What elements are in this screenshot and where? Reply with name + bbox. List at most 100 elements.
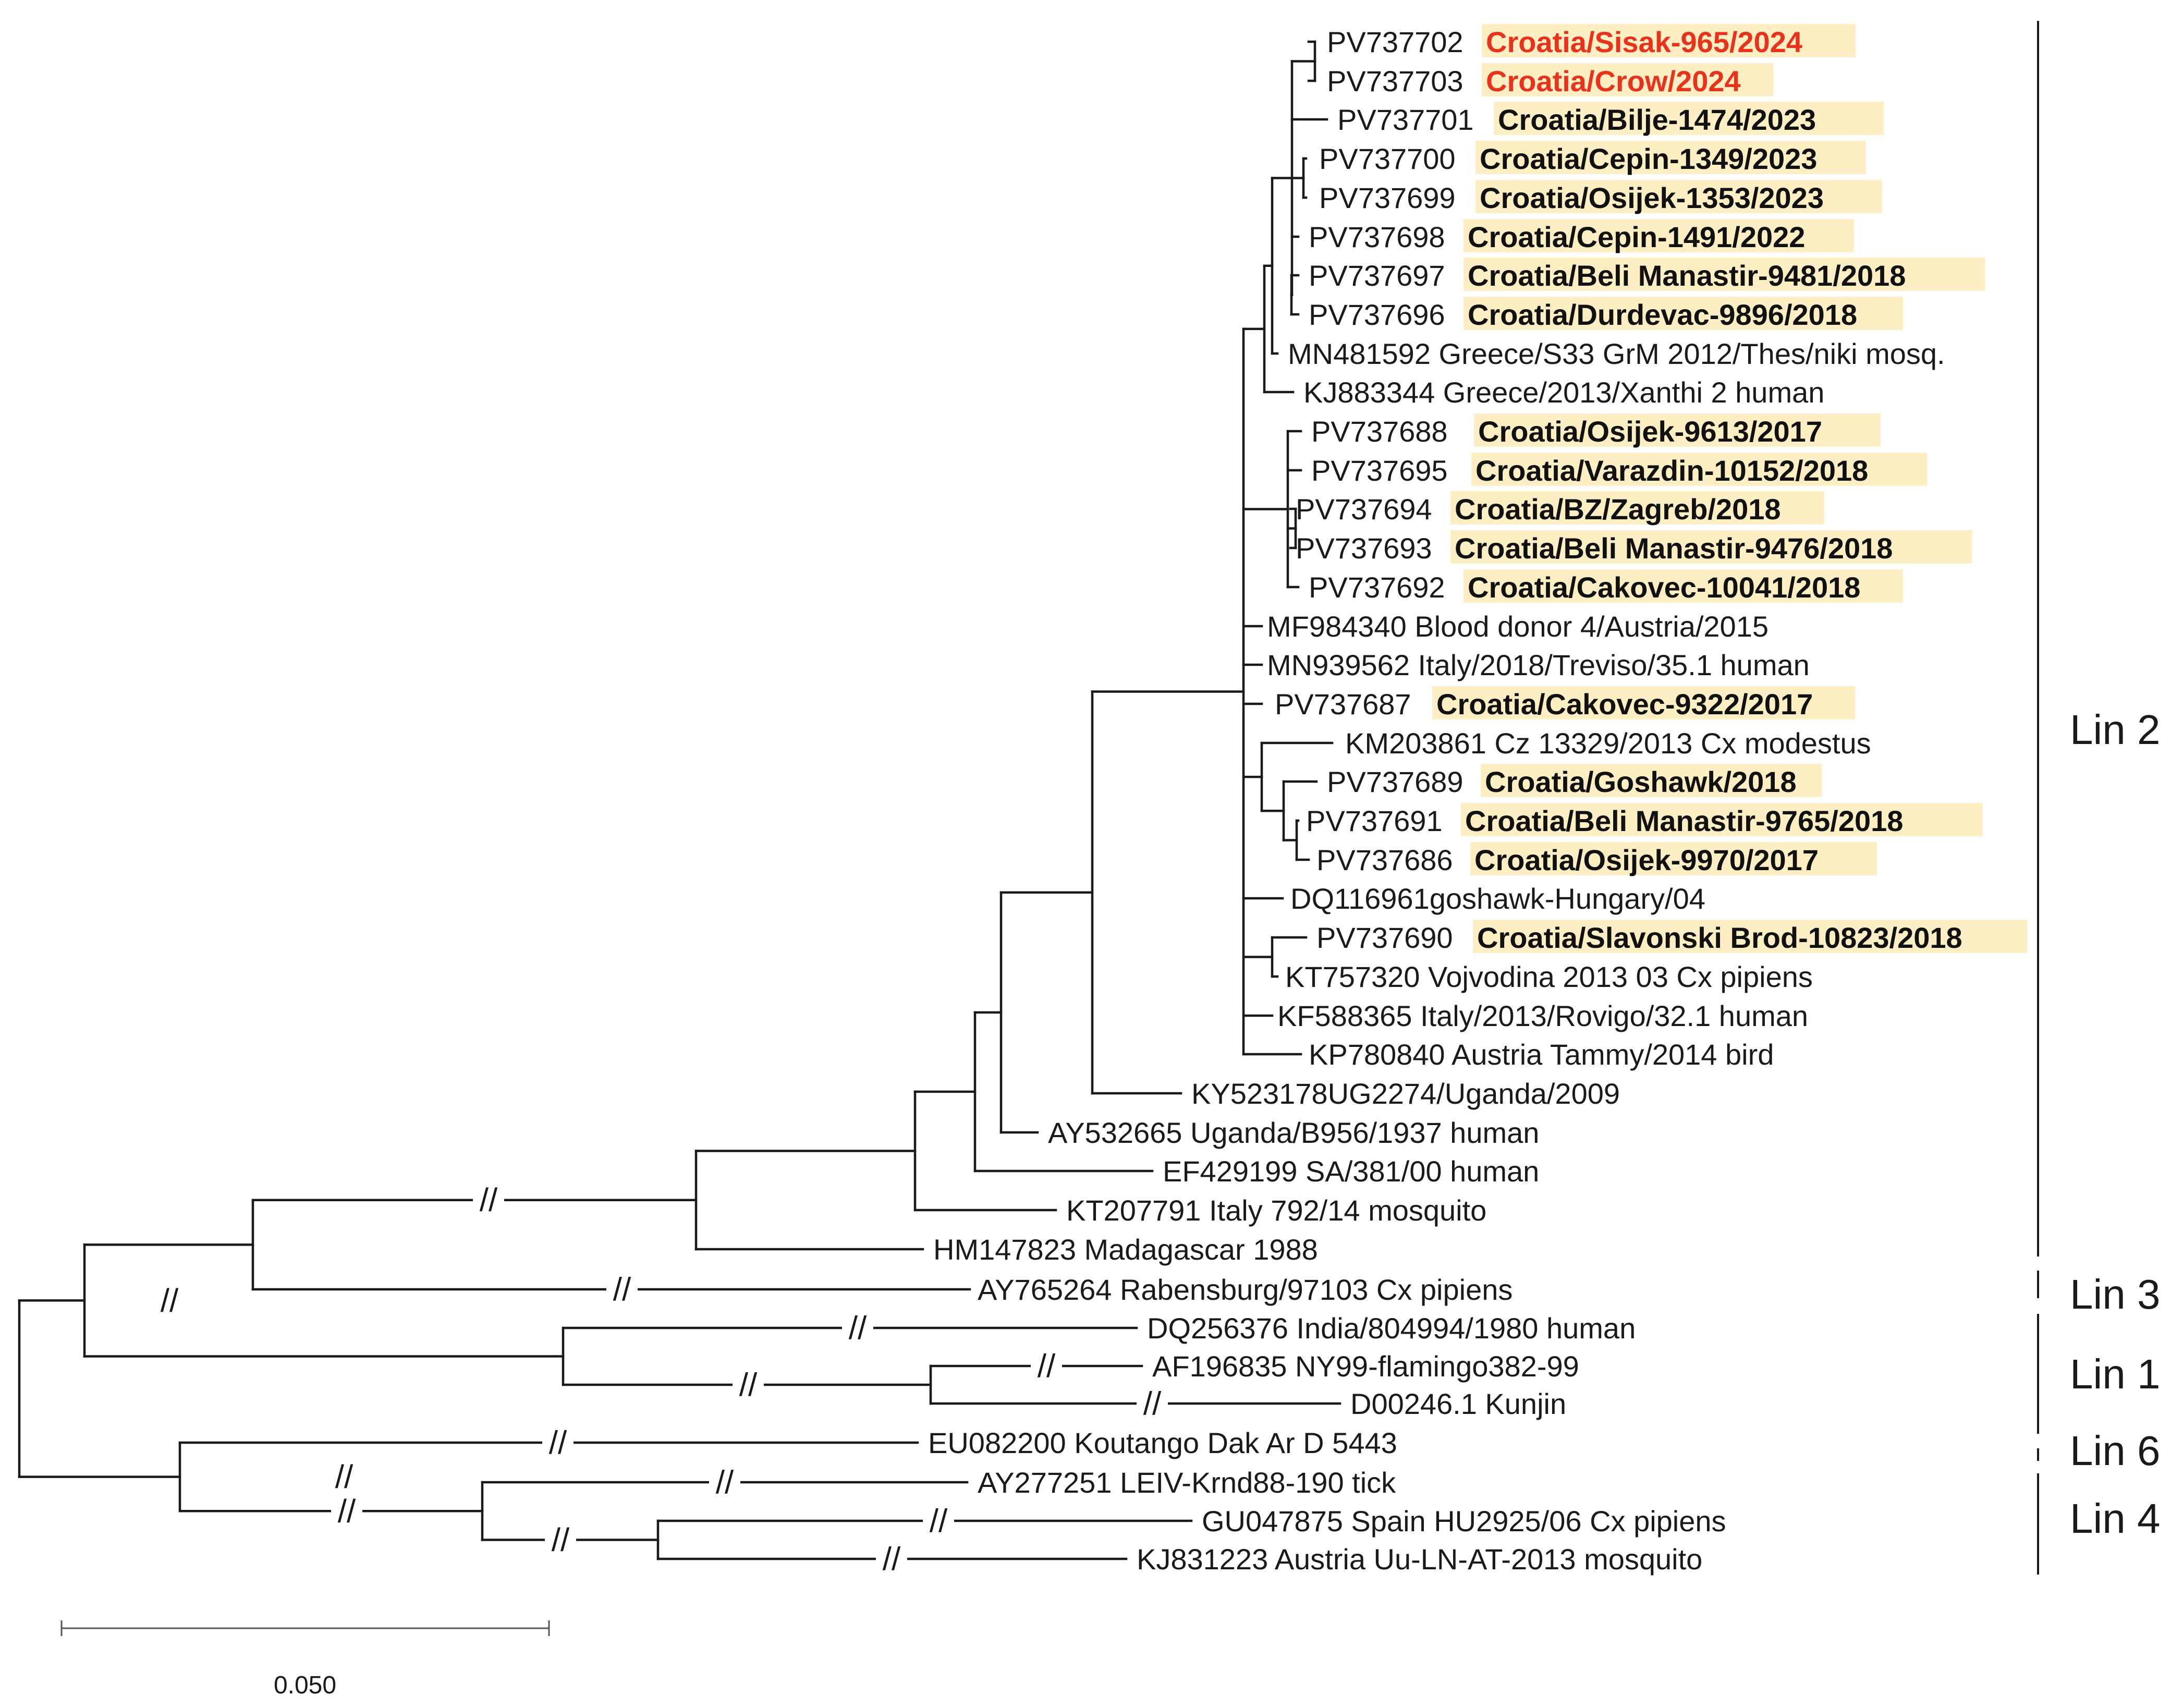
taxon-strain-name: Croatia/Cakovec-9322/2017 — [1436, 688, 1813, 721]
taxon-label: KT757320 Vojvodina 2013 03 Cx pipiens — [1285, 960, 1813, 993]
taxon-name: KT207791 Italy 792/14 mosquito — [1066, 1194, 1486, 1227]
taxon-name: MN481592 Greece/S33 GrM 2012/Thes/niki m… — [1288, 337, 1945, 370]
lineage-label: Lin 6 — [2070, 1428, 2160, 1474]
taxon-label: DQ116961goshawk-Hungary/04 — [1290, 882, 1705, 915]
taxon-strain-name: Croatia/Beli Manastir-9765/2018 — [1465, 804, 1903, 837]
highlight-box — [1475, 141, 1866, 174]
taxon-accession: PV737688 — [1311, 415, 1448, 448]
taxon-label: AY532665 Uganda/B956/1937 human — [1048, 1116, 1539, 1149]
highlight-box — [1471, 453, 1928, 486]
highlight-box — [1464, 219, 1854, 252]
taxon-label: KJ883344 Greece/2013/Xanthi 2 human — [1303, 376, 1824, 409]
break-gap — [154, 1285, 185, 1316]
taxon-strain-name: Croatia/BZ/Zagreb/2018 — [1455, 493, 1781, 526]
scale-bar: 0.050 — [60, 1620, 550, 1699]
break-gap — [842, 1312, 873, 1344]
taxon-name: D00246.1 Kunjin — [1350, 1387, 1566, 1420]
taxon-name: AY765264 Rabensburg/97103 Cx pipiens — [978, 1273, 1513, 1306]
taxon-accession: PV737692 — [1309, 571, 1445, 604]
taxon-name: DQ256376 India/804994/1980 human — [1147, 1312, 1636, 1345]
taxon-name: KM203861 Cz 13329/2013 Cx modestus — [1345, 727, 1871, 760]
branch-break-mark: // — [1143, 1386, 1162, 1422]
taxon-accession: PV737698 — [1309, 221, 1445, 253]
taxon-accession: PV737702 — [1327, 26, 1464, 58]
highlight-box — [1494, 102, 1884, 135]
break-gap — [542, 1427, 574, 1458]
taxon-accession: PV737691 — [1306, 804, 1443, 837]
taxon-label: PV737696 Croatia/Durdevac-9896/2018 — [1309, 297, 1903, 331]
branch-break-mark: // — [739, 1367, 758, 1403]
taxon-label: KJ831223 Austria Uu-LN-AT-2013 mosquito — [1137, 1543, 1702, 1576]
scale-bar-label: 0.050 — [274, 1672, 336, 1699]
branch-break-mark: // — [716, 1465, 734, 1500]
break-gap — [328, 1461, 360, 1493]
taxon-name: GU047875 Spain HU2925/06 Cx pipiens — [1202, 1505, 1726, 1538]
taxon-strain-name: Croatia/Goshawk/2018 — [1485, 765, 1797, 798]
taxon-label: PV737688 Croatia/Osijek-9613/2017 — [1311, 413, 1881, 448]
taxon-label: PV737691 Croatia/Beli Manastir-9765/2018 — [1306, 803, 1983, 837]
branch-break-mark: // — [552, 1522, 570, 1558]
highlight-box — [1464, 569, 1903, 603]
taxon-label: AY277251 LEIV-Krnd88-190 tick — [978, 1466, 1396, 1499]
taxon-label: PV737693 Croatia/Beli Manastir-9476/2018 — [1296, 530, 1972, 565]
taxon-name: KT757320 Vojvodina 2013 03 Cx pipiens — [1285, 960, 1813, 993]
taxon-strain-name: Croatia/Cepin-1491/2022 — [1468, 221, 1805, 253]
taxon-strain-name: Croatia/Osijek-1353/2023 — [1480, 181, 1824, 214]
taxon-label: PV737687 Croatia/Cakovec-9322/2017 — [1275, 686, 1856, 721]
branch-break-mark: // — [883, 1541, 901, 1577]
branch-break-mark: // — [480, 1182, 498, 1218]
taxon-label: HM147823 Madagascar 1988 — [933, 1233, 1318, 1266]
taxon-strain-name: Croatia/Crow/2024 — [1486, 65, 1741, 97]
lineage-label: Lin 1 — [2070, 1351, 2160, 1397]
taxon-strain-name: Croatia/Cakovec-10041/2018 — [1468, 571, 1860, 604]
lineage-label: Lin 2 — [2070, 706, 2160, 753]
highlight-box — [1475, 180, 1882, 213]
taxon-accession: PV737689 — [1327, 765, 1464, 798]
break-gap — [331, 1495, 362, 1527]
taxon-label: DQ256376 India/804994/1980 human — [1147, 1312, 1636, 1345]
taxon-accession: PV737690 — [1316, 921, 1453, 954]
taxon-label: GU047875 Spain HU2925/06 Cx pipiens — [1202, 1505, 1726, 1538]
taxon-name: KJ883344 Greece/2013/Xanthi 2 human — [1303, 376, 1824, 409]
highlight-box — [1464, 297, 1903, 330]
taxon-label: PV737692 Croatia/Cakovec-10041/2018 — [1309, 569, 1903, 604]
taxon-name: EF429199 SA/381/00 human — [1163, 1155, 1539, 1188]
taxon-strain-name: Croatia/Bilje-1474/2023 — [1498, 103, 1816, 136]
taxon-labels: PV737702 Croatia/Sisak-965/2024 PV737703 Cr… — [928, 24, 2028, 1576]
taxon-label: KF588365 Italy/2013/Rovigo/32.1 human — [1277, 999, 1808, 1032]
highlight-box — [1482, 24, 1856, 57]
lineage-brackets: Lin 2 Lin 3 Lin 1 Lin 6 Lin 4 — [2037, 21, 2160, 1575]
highlight-box — [1450, 491, 1824, 524]
taxon-label: PV737690 Croatia/Slavonski Brod-10823/201… — [1316, 920, 2028, 954]
taxon-strain-name: Croatia/Varazdin-10152/2018 — [1475, 454, 1868, 487]
break-gap — [709, 1467, 740, 1498]
taxon-accession: PV737687 — [1275, 688, 1411, 721]
taxon-name: KY523178UG2274/Uganda/2009 — [1191, 1077, 1620, 1110]
taxon-label: PV737695 Croatia/Varazdin-10152/2018 — [1311, 453, 1928, 487]
taxon-strain-name: Croatia/Osijek-9613/2017 — [1478, 415, 1822, 448]
highlight-box — [1474, 413, 1881, 447]
branch-break-mark: // — [1038, 1348, 1056, 1384]
branch-break-mark: // — [338, 1493, 356, 1529]
branch-break-mark: // — [930, 1503, 948, 1539]
highlight-box — [1450, 530, 1972, 564]
break-gap — [1031, 1350, 1062, 1382]
taxon-strain-name: Croatia/Sisak-965/2024 — [1486, 26, 1802, 58]
taxon-name: DQ116961goshawk-Hungary/04 — [1290, 882, 1705, 915]
taxon-accession: PV737700 — [1319, 142, 1456, 175]
taxon-name: EU082200 Koutango Dak Ar D 5443 — [928, 1426, 1397, 1459]
highlight-box — [1482, 63, 1774, 96]
highlight-box — [1473, 920, 2028, 953]
taxon-label: EU082200 Koutango Dak Ar D 5443 — [928, 1426, 1397, 1459]
taxon-name: AY277251 LEIV-Krnd88-190 tick — [978, 1466, 1396, 1499]
branch-break-mark: // — [335, 1459, 353, 1495]
taxon-accession: PV737695 — [1311, 454, 1448, 487]
taxon-strain-name: Croatia/Beli Manastir-9481/2018 — [1468, 259, 1906, 292]
taxon-accession: PV737696 — [1309, 298, 1445, 331]
break-gap — [923, 1505, 954, 1536]
taxon-label: PV737694 Croatia/BZ/Zagreb/2018 — [1296, 491, 1824, 526]
highlight-box — [1461, 803, 1983, 836]
break-gap — [1137, 1388, 1168, 1419]
taxon-accession: PV737686 — [1316, 844, 1453, 876]
